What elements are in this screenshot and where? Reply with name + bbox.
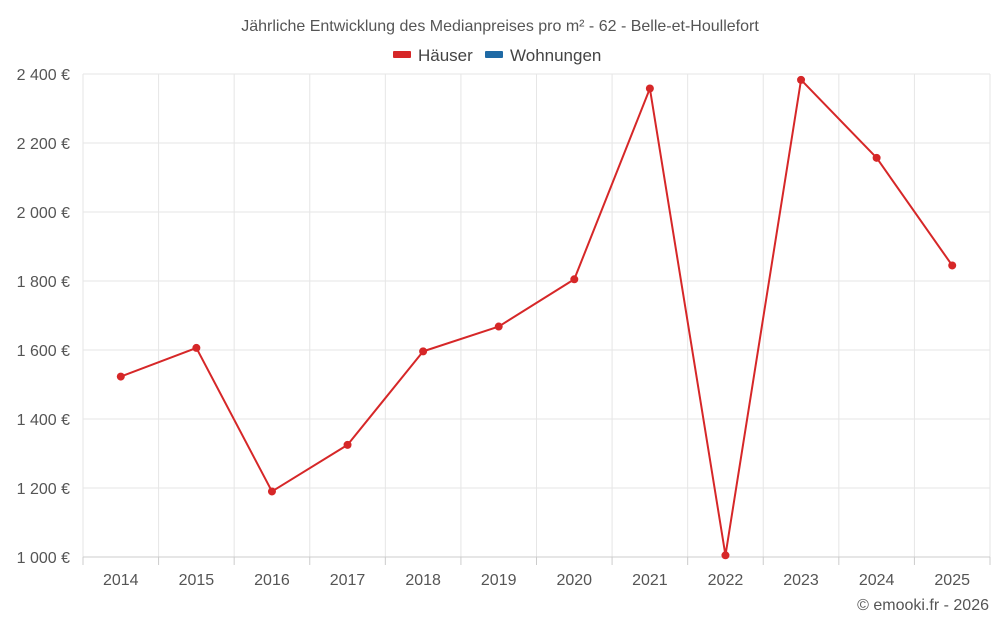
y-tick-label: 2 200 € xyxy=(17,136,70,153)
y-tick-label: 1 400 € xyxy=(17,412,70,429)
series-line-haeuser xyxy=(120,78,954,557)
legend: Häuser Wohnungen xyxy=(393,46,601,65)
legend-item-wohnungen[interactable]: Wohnungen xyxy=(485,46,601,65)
chart-title: Jährliche Entwicklung des Medianpreises … xyxy=(241,18,759,35)
axes: 1 000 € 1 200 € 1 400 € 1 600 € 1 800 € 2 000… xyxy=(17,67,991,589)
x-tick-label: 2019 xyxy=(481,572,517,589)
y-tick-label: 1 800 € xyxy=(17,274,70,291)
data-point-haeuser-2024[interactable] xyxy=(872,153,881,162)
data-point-haeuser-2020[interactable] xyxy=(570,275,579,284)
y-tick-label: 1 000 € xyxy=(17,550,70,567)
x-tick-label: 2021 xyxy=(632,572,668,589)
grid xyxy=(82,73,991,558)
x-tick-label: 2014 xyxy=(103,572,139,589)
y-tick-label: 1 200 € xyxy=(17,481,70,498)
legend-swatch-haeuser xyxy=(393,51,411,58)
x-tick-label: 2023 xyxy=(783,572,819,589)
data-point-haeuser-2017[interactable] xyxy=(343,440,352,449)
x-tick-label: 2017 xyxy=(330,572,366,589)
data-point-haeuser-2022[interactable] xyxy=(721,551,730,560)
legend-label-wohnungen: Wohnungen xyxy=(510,46,601,65)
y-tick-label: 2 000 € xyxy=(17,205,70,222)
x-tick-label: 2016 xyxy=(254,572,290,589)
legend-label-haeuser: Häuser xyxy=(418,46,473,65)
legend-swatch-wohnungen xyxy=(485,51,503,58)
x-tick-label: 2018 xyxy=(405,572,441,589)
data-point-haeuser-2021[interactable] xyxy=(645,84,654,93)
legend-item-haeuser[interactable]: Häuser xyxy=(393,46,473,65)
data-point-haeuser-2023[interactable] xyxy=(797,75,806,84)
credit-text: © emooki.fr - 2026 xyxy=(857,597,989,614)
series xyxy=(116,75,957,560)
x-tick-label: 2024 xyxy=(859,572,895,589)
data-point-haeuser-2015[interactable] xyxy=(192,343,201,352)
data-point-haeuser-2016[interactable] xyxy=(267,487,276,496)
x-tick-label: 2025 xyxy=(934,572,970,589)
x-tick-label: 2020 xyxy=(556,572,592,589)
data-point-haeuser-2025[interactable] xyxy=(948,261,957,270)
y-tick-label: 1 600 € xyxy=(17,343,70,360)
x-tick-label: 2015 xyxy=(179,572,215,589)
y-tick-label: 2 400 € xyxy=(17,67,70,84)
data-point-haeuser-2014[interactable] xyxy=(116,372,125,381)
x-tick-label: 2022 xyxy=(708,572,744,589)
data-point-haeuser-2018[interactable] xyxy=(419,347,428,356)
data-point-haeuser-2019[interactable] xyxy=(494,322,503,331)
